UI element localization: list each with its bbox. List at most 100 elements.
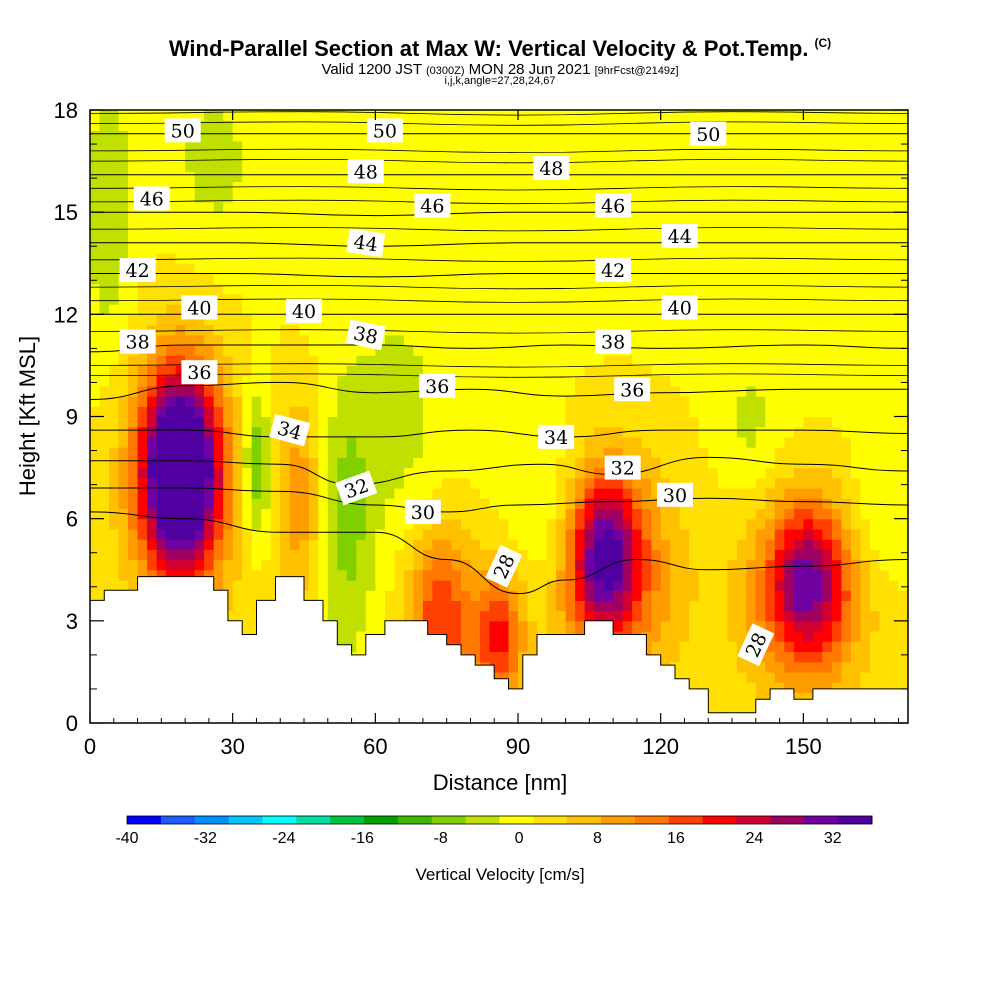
w-cell — [641, 345, 652, 356]
w-cell — [204, 518, 215, 530]
w-cell — [803, 508, 814, 520]
w-cell — [137, 130, 148, 142]
w-cell — [736, 171, 747, 183]
w-cell — [175, 488, 186, 499]
w-cell — [242, 436, 253, 448]
w-cell — [870, 406, 881, 418]
w-cell — [384, 202, 395, 213]
w-cell — [90, 273, 101, 285]
w-cell — [765, 569, 776, 581]
w-cell — [651, 273, 662, 285]
w-cell — [413, 140, 424, 152]
w-cell — [422, 406, 433, 418]
w-cell — [746, 304, 757, 315]
w-cell — [594, 396, 605, 407]
w-cell — [641, 518, 652, 530]
w-cell — [727, 467, 738, 479]
w-cell — [204, 396, 215, 407]
w-cell — [109, 283, 120, 295]
w-cell — [850, 569, 861, 581]
w-cell — [755, 447, 766, 458]
w-cell — [470, 498, 481, 509]
w-cell — [308, 426, 319, 438]
w-cell — [365, 406, 376, 418]
w-cell — [613, 549, 624, 561]
w-cell — [461, 426, 472, 438]
w-cell — [156, 273, 167, 285]
w-cell — [156, 161, 167, 172]
w-cell — [223, 549, 234, 561]
w-cell — [232, 590, 243, 601]
w-cell — [489, 334, 500, 346]
w-cell — [784, 355, 795, 366]
w-cell — [251, 508, 262, 520]
w-cell — [213, 477, 224, 489]
w-cell — [774, 130, 785, 142]
w-cell — [527, 600, 538, 612]
w-cell — [537, 202, 548, 213]
w-cell — [232, 447, 243, 458]
w-cell — [727, 651, 738, 663]
w-cell — [879, 682, 890, 693]
w-cell — [746, 559, 757, 571]
w-cell — [480, 181, 491, 193]
w-cell — [803, 334, 814, 346]
w-cell — [527, 324, 538, 336]
w-cell — [451, 467, 462, 479]
w-cell — [870, 324, 881, 336]
w-cell — [375, 253, 386, 264]
w-cell — [299, 406, 310, 418]
w-cell — [518, 242, 529, 254]
w-cell — [860, 528, 871, 540]
w-cell — [660, 375, 671, 387]
w-cell — [622, 580, 633, 591]
w-cell — [213, 365, 224, 377]
w-cell — [679, 508, 690, 520]
w-cell — [451, 375, 462, 387]
w-cell — [660, 539, 671, 550]
w-cell — [660, 273, 671, 285]
w-cell — [622, 304, 633, 315]
w-cell — [784, 457, 795, 469]
w-cell — [841, 447, 852, 458]
w-cell — [727, 365, 738, 377]
w-cell — [499, 345, 510, 356]
w-cell — [717, 528, 728, 540]
w-cell — [784, 375, 795, 387]
w-cell — [384, 416, 395, 428]
w-cell — [289, 191, 300, 203]
w-cell — [223, 334, 234, 346]
w-cell — [242, 518, 253, 530]
w-cell — [413, 610, 424, 622]
w-cell — [480, 212, 491, 223]
w-cell — [565, 181, 576, 193]
w-cell — [156, 559, 167, 571]
w-cell — [860, 549, 871, 561]
w-cell — [337, 590, 348, 601]
w-cell — [831, 498, 842, 509]
w-cell — [822, 202, 833, 213]
w-cell — [784, 518, 795, 530]
w-cell — [384, 110, 395, 121]
w-cell — [870, 539, 881, 550]
w-cell — [441, 610, 452, 622]
w-cell — [850, 242, 861, 254]
w-cell — [746, 569, 757, 581]
w-cell — [185, 518, 196, 530]
w-cell — [384, 559, 395, 571]
w-cell — [546, 110, 557, 121]
w-cell — [327, 161, 338, 172]
w-cell — [346, 426, 357, 438]
w-cell — [841, 661, 852, 673]
w-cell — [213, 202, 224, 213]
w-cell — [432, 242, 443, 254]
w-cell — [708, 212, 719, 223]
w-cell — [194, 559, 205, 571]
w-cell — [689, 334, 700, 346]
w-cell — [194, 263, 205, 275]
w-cell — [365, 273, 376, 285]
w-cell — [470, 212, 481, 223]
w-cell — [318, 283, 329, 295]
w-cell — [850, 314, 861, 326]
w-cell — [793, 212, 804, 223]
